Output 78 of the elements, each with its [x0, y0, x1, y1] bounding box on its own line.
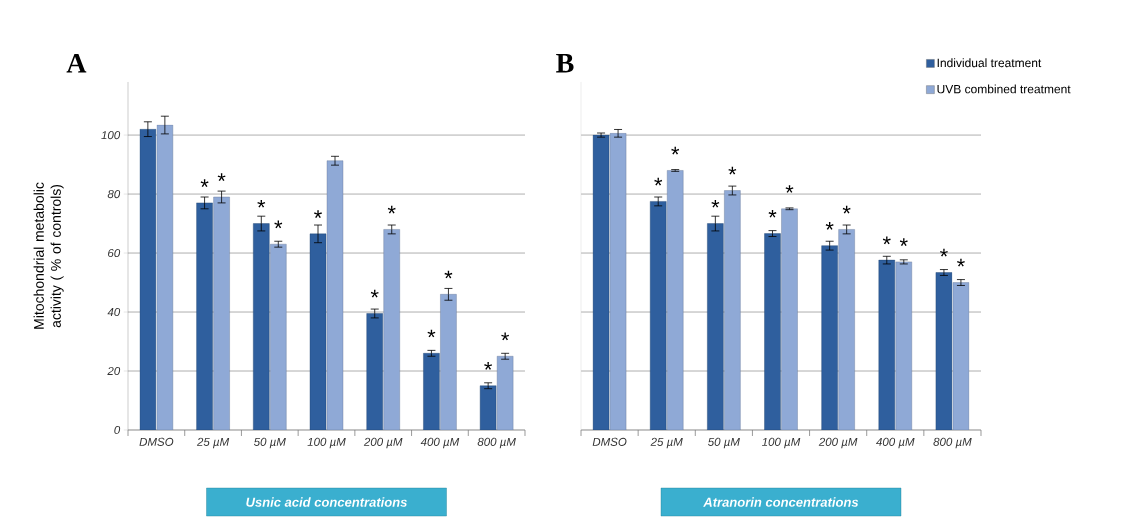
x-tick-label: 25 µM [196, 437, 230, 449]
y-tick-label: 100 [101, 131, 121, 140]
x-axis-title: Atranorin concentrations [703, 497, 859, 507]
bar [196, 202, 213, 430]
y-axis-title: Mitochondrial metabolic activity ( % of controls) [33, 182, 64, 329]
bar [764, 233, 781, 430]
x-tick-label: 100 µM [307, 437, 346, 449]
x-tick-label: 800 µM [477, 437, 516, 449]
data-label: * [654, 177, 663, 186]
bar [878, 259, 895, 430]
y-tick-label: 0 [114, 425, 121, 435]
chart-title: A [66, 53, 87, 73]
data-label: * [728, 166, 737, 175]
x-tick-label: 800 µM [933, 437, 972, 449]
bar [366, 313, 383, 430]
chart-title: B [556, 54, 574, 73]
bar [935, 272, 953, 430]
data-label: * [200, 179, 209, 187]
data-label: * [257, 199, 266, 208]
bar [952, 282, 970, 430]
bar [326, 160, 344, 430]
x-tick-label: 400 µM [420, 437, 460, 449]
data-label: * [768, 209, 777, 218]
y-tick-label: 20 [107, 366, 121, 376]
x-axis-title: Usnic acid concentrations [246, 497, 407, 507]
bar [270, 243, 287, 430]
bar [440, 294, 457, 430]
bar [253, 223, 270, 430]
y-tick-label: 40 [107, 307, 121, 317]
y-tick-label: 60 [108, 248, 121, 258]
data-label: * [444, 270, 453, 279]
data-label: * [711, 199, 720, 208]
bar [213, 196, 230, 430]
data-label: * [899, 238, 908, 246]
data-label: * [387, 205, 396, 214]
legend-label: Individual treatment [937, 58, 1042, 68]
bar [821, 245, 838, 430]
x-tick-label: DMSO [139, 437, 174, 446]
data-label: * [501, 332, 510, 341]
bar [479, 385, 497, 430]
bar [383, 229, 400, 430]
bar [724, 190, 741, 430]
data-label: * [842, 205, 851, 214]
x-tick-label: 25 µM [650, 437, 683, 449]
x-tick-label: DMSO [592, 437, 627, 446]
bar [139, 128, 157, 430]
data-label: * [825, 222, 834, 230]
data-label: * [882, 236, 891, 245]
bar [592, 134, 610, 430]
bar [650, 201, 667, 430]
x-tick-label: 200 µM [363, 437, 403, 449]
x-tick-label: 50 µM [708, 437, 740, 449]
data-label: * [671, 146, 680, 155]
x-tick-label: 400 µM [876, 437, 915, 449]
bar [838, 229, 855, 430]
data-label: * [957, 258, 965, 267]
bar [707, 223, 724, 430]
data-label: * [274, 220, 283, 229]
bar [609, 133, 627, 430]
bar [496, 356, 514, 430]
x-tick-label: 200 µM [818, 437, 858, 449]
data-label: * [370, 289, 379, 298]
data-label: * [484, 362, 493, 370]
bar [156, 124, 174, 430]
data-label: * [785, 185, 794, 193]
data-label: * [427, 329, 436, 338]
x-tick-label: 50 µM [253, 437, 286, 449]
data-label: * [217, 173, 226, 182]
x-tick-label: 100 µM [762, 437, 801, 449]
bar [781, 208, 798, 430]
legend-label: UVB combined treatment [937, 84, 1071, 94]
bar [309, 233, 327, 430]
y-tick-label: 80 [107, 189, 121, 199]
bar [895, 261, 912, 430]
data-label: * [314, 210, 322, 218]
data-label: * [940, 248, 948, 257]
bar [423, 353, 440, 430]
bar [667, 170, 684, 430]
